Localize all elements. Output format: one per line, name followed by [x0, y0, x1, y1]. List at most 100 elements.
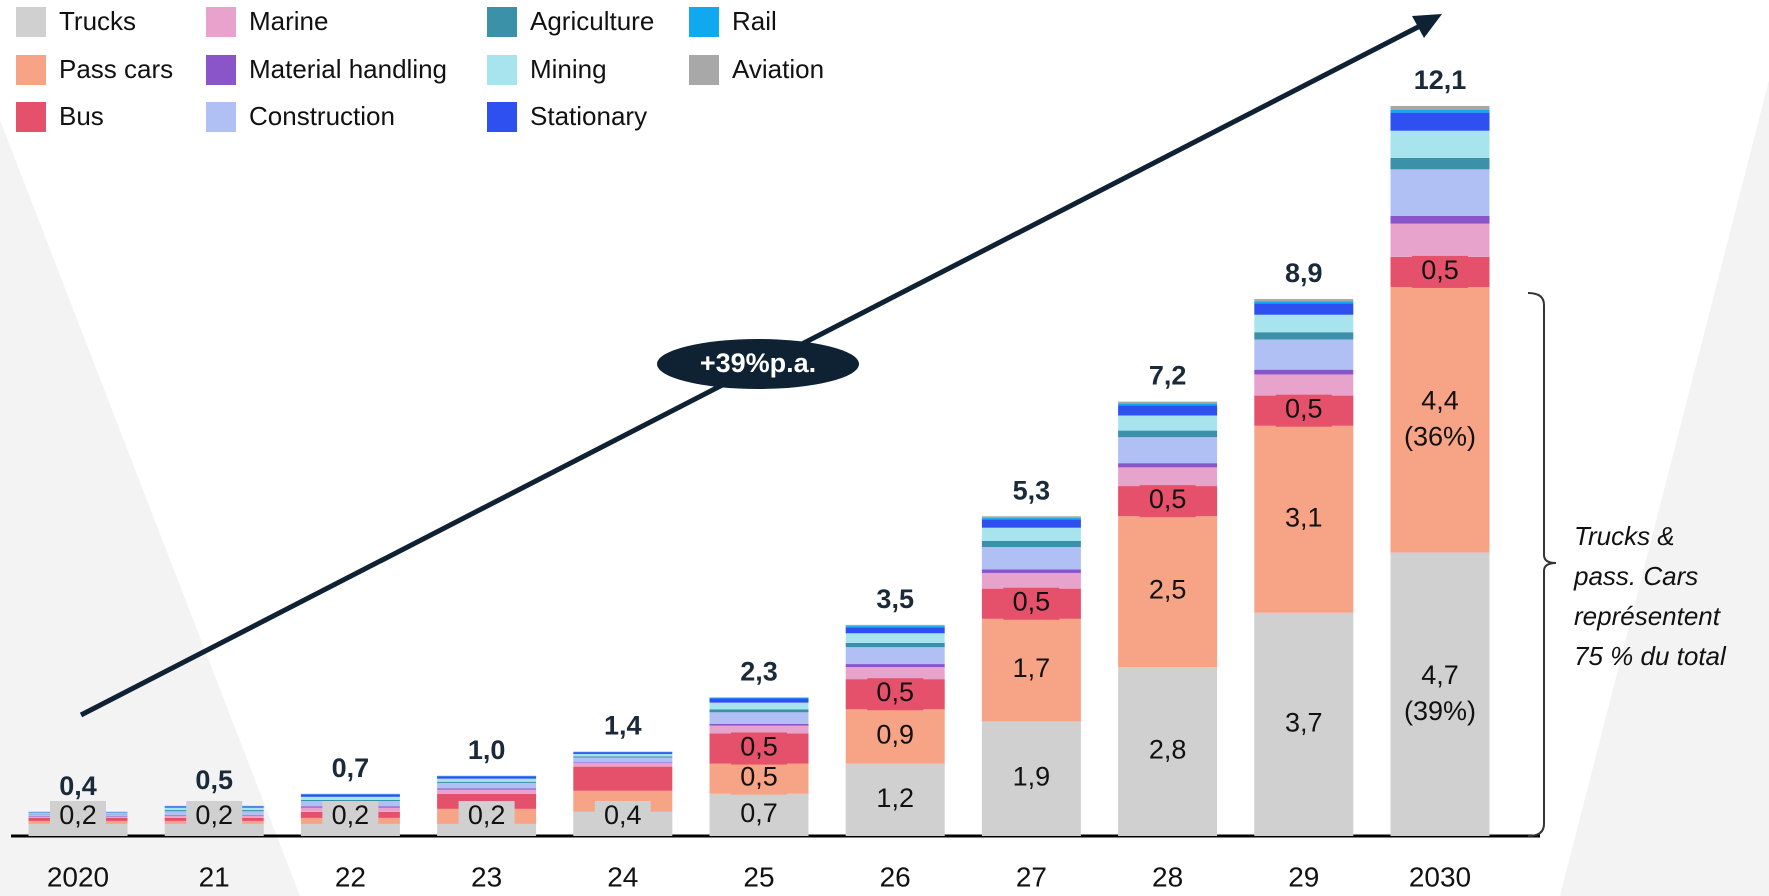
- value-label-line: 0,5: [740, 732, 778, 762]
- value-label-line: 0,2: [468, 800, 506, 830]
- bar-segment: [1254, 612, 1354, 836]
- bar-segment: [709, 723, 809, 726]
- label-box: [186, 801, 243, 833]
- legend-label: Pass cars: [59, 54, 173, 84]
- bar-segment: [709, 725, 809, 734]
- value-label-line: 0,5: [1285, 394, 1323, 424]
- value-label: 4,7 (39%): [1404, 660, 1476, 726]
- total-label: 2,3: [740, 656, 778, 686]
- total-label: 0,7: [332, 753, 370, 783]
- value-label-line: 0,5: [1013, 587, 1051, 617]
- bar-segment: [1118, 437, 1218, 464]
- bar-segment: [1390, 130, 1490, 158]
- value-label: 0,2: [332, 800, 370, 830]
- value-label: 1,2: [876, 783, 914, 813]
- value-label-line: 0,2: [332, 800, 370, 830]
- bar-segment: [573, 752, 673, 754]
- bracket: [1527, 292, 1557, 837]
- x-tick-label: 2030: [1409, 861, 1471, 892]
- bar-segment: [1254, 332, 1354, 340]
- bar-segment: [1254, 369, 1354, 375]
- bar-segment: [981, 721, 1081, 836]
- value-label-line: (36%): [1404, 422, 1476, 452]
- bar-segment: [437, 789, 537, 794]
- value-label: 0,5: [740, 732, 778, 762]
- bar-segment: [1254, 303, 1354, 315]
- bar-segment: [709, 697, 809, 699]
- legend-swatch: [689, 7, 719, 37]
- bar-segment: [981, 618, 1081, 722]
- value-label-line: 1,2: [876, 783, 914, 813]
- bar-segment: [709, 712, 809, 724]
- total-label: 8,9: [1285, 258, 1323, 288]
- value-label: 0,5: [1013, 587, 1051, 617]
- label-box: [458, 801, 515, 833]
- value-label-line: 0,9: [876, 720, 914, 750]
- value-label-line: 0,2: [59, 800, 97, 830]
- value-label: 0,5: [1421, 255, 1459, 285]
- bar-segment: [1390, 215, 1490, 224]
- bar-segment: [845, 627, 945, 634]
- legend-label: Agriculture: [530, 6, 654, 36]
- total-label: 3,5: [876, 584, 914, 614]
- label-box: [50, 801, 106, 833]
- total-label: 1,0: [468, 735, 506, 765]
- legend-swatch: [206, 7, 236, 37]
- bar-segment: [1390, 106, 1490, 110]
- legend-swatch: [16, 7, 46, 37]
- value-label: 3,7: [1285, 708, 1323, 738]
- label-box: [731, 732, 787, 765]
- value-label: 0,5: [1285, 394, 1323, 424]
- value-label-line: 4,7: [1421, 660, 1459, 690]
- bar-segment: [1118, 415, 1218, 431]
- bracket-note: Trucks &: [1574, 521, 1675, 551]
- legend-label: Mining: [530, 54, 607, 84]
- value-label-line: 0,5: [740, 762, 778, 792]
- total-label: 5,3: [1013, 475, 1051, 505]
- bar-segment: [1118, 430, 1218, 438]
- bar-segment: [845, 642, 945, 648]
- value-label-line: 0,5: [876, 677, 914, 707]
- total-label: 0,4: [59, 771, 97, 801]
- total-label: 12,1: [1414, 65, 1467, 95]
- legend-swatch: [206, 102, 236, 132]
- bar-segment: [437, 778, 537, 782]
- x-tick-label: 28: [1152, 861, 1183, 892]
- x-tick-label: 23: [471, 861, 502, 892]
- bar-segment: [1254, 299, 1354, 302]
- bar-segment: [1390, 552, 1490, 836]
- value-label-line: 0,5: [1149, 484, 1187, 514]
- value-label: 0,2: [59, 800, 97, 830]
- value-label: 0,9: [876, 720, 914, 750]
- background-shape: [1560, 80, 1769, 896]
- bar-segment: [709, 698, 809, 703]
- bar-segment: [1390, 286, 1490, 553]
- label-box: [1139, 485, 1196, 518]
- legend-label: Trucks: [59, 6, 136, 36]
- bar-segment: [573, 763, 673, 767]
- value-label: 0,4: [604, 800, 642, 830]
- value-label-line: (39%): [1404, 696, 1476, 726]
- bar-segment: [573, 753, 673, 757]
- value-label-line: 4,4: [1421, 386, 1459, 416]
- bracket-note: représentent: [1574, 601, 1722, 631]
- bar-segment: [845, 664, 945, 668]
- bar-segment: [1390, 157, 1490, 170]
- bar-segment: [300, 796, 400, 800]
- legend-swatch: [206, 55, 236, 85]
- x-tick-label: 26: [880, 861, 911, 892]
- bar-segment: [573, 766, 673, 791]
- legend-label: Marine: [249, 6, 328, 36]
- arrow-head: [1412, 14, 1442, 38]
- bar-segment: [1254, 301, 1354, 304]
- label-box: [1412, 255, 1468, 288]
- legend-swatch: [487, 55, 517, 85]
- legend-swatch: [487, 102, 517, 132]
- background-shape: [0, 120, 300, 896]
- bar-segment: [437, 776, 537, 779]
- legend-label: Stationary: [530, 101, 647, 131]
- value-label: 2,8: [1149, 735, 1187, 765]
- label-box: [1003, 587, 1060, 620]
- bar-segment: [1118, 401, 1218, 404]
